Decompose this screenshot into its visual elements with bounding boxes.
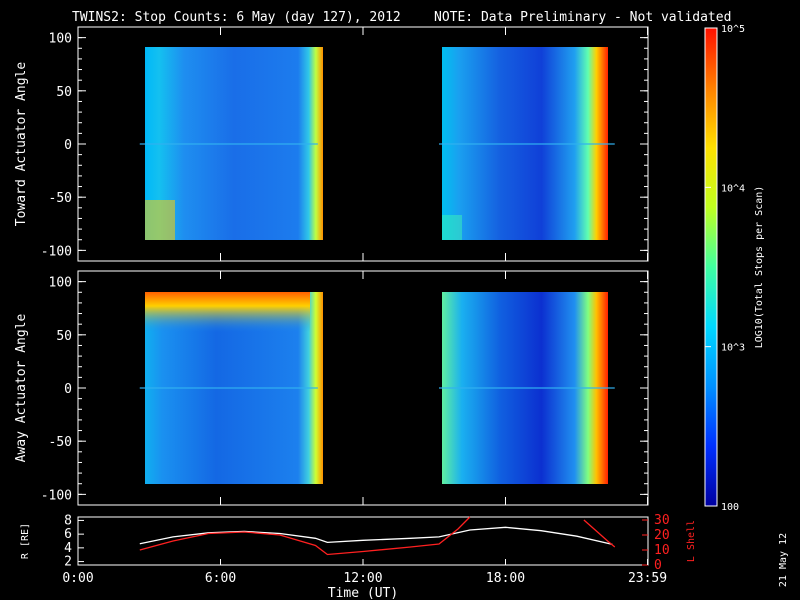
colorbar-bar <box>704 27 718 507</box>
colorbar-tick-label: 10^3 <box>721 343 745 354</box>
y-tick-label: -50 <box>49 435 72 450</box>
y-tick-label-right: 30 <box>654 513 670 528</box>
zero-line <box>439 387 615 389</box>
y-tick-label: 0 <box>64 138 72 153</box>
heatmap-data <box>139 47 615 240</box>
y-axis-label-right: L Shell <box>686 520 697 562</box>
series-line <box>139 516 471 556</box>
y-tick-label-right: 0 <box>654 558 662 573</box>
x-tick-label: 18:00 <box>486 571 525 586</box>
y-tick-label-left: 2 <box>64 555 72 570</box>
y-tick-label-right: 20 <box>654 528 670 543</box>
toward-angle-panel: 100 50 0 -50 -100 Toward Actuator Angle <box>14 26 649 262</box>
panel-frame <box>77 516 649 566</box>
colorbar-tick-label: 10^4 <box>721 183 745 194</box>
zero-line <box>139 143 318 145</box>
y-tick-label-left: 4 <box>64 541 72 556</box>
heatmap-corner-2 <box>442 215 462 240</box>
heatmap-data <box>139 292 615 484</box>
colorbar-label: LOG10(Total Stops per Scan) <box>754 186 765 349</box>
chart-title: TWINS2: Stop Counts: 6 May (day 127), 20… <box>72 10 401 25</box>
y-axis: 100 50 0 -50 -100 <box>41 271 649 505</box>
colorbar-tick-label: 10^5 <box>721 24 745 35</box>
y-axis-label: Away Actuator Angle <box>14 313 29 462</box>
preliminary-note: NOTE: Data Preliminary - Not validated <box>434 10 731 25</box>
heatmap-band-1 <box>145 292 310 332</box>
zero-line <box>439 143 615 145</box>
heatmap-corner-1 <box>145 200 175 240</box>
orbit-lines <box>139 516 616 556</box>
colorbar: 10^5 10^4 10^3 100 LOG10(Total Stops per Sc… <box>704 24 765 513</box>
x-tick-label: 0:00 <box>62 571 93 586</box>
x-tick-label: 12:00 <box>343 571 382 586</box>
y-tick-label: 0 <box>64 382 72 397</box>
y-axis-label-left: R [RE] <box>20 523 31 559</box>
colorbar-ticks: 10^5 10^4 10^3 100 <box>705 24 745 513</box>
y-tick-label: 50 <box>56 85 72 100</box>
y-tick-label-left: 6 <box>64 527 72 542</box>
x-tick-label: 23:59 <box>628 571 667 586</box>
y-tick-label: 50 <box>56 329 72 344</box>
x-axis-label: Time (UT) <box>328 586 398 600</box>
y-tick-label: 100 <box>49 32 72 47</box>
y-tick-label: -100 <box>41 244 72 259</box>
zero-line <box>139 387 318 389</box>
y-tick-label-right: 10 <box>654 543 670 558</box>
colorbar-tick-label: 100 <box>721 502 739 513</box>
x-tick-label: 6:00 <box>205 571 236 586</box>
y-tick-label: -50 <box>49 191 72 206</box>
y-tick-label: 100 <box>49 276 72 291</box>
y-axis-label: Toward Actuator Angle <box>14 62 29 227</box>
y-tick-label: -100 <box>41 488 72 503</box>
series-line <box>583 519 616 548</box>
y-tick-label-left: 8 <box>64 513 72 528</box>
series-line <box>139 526 613 546</box>
away-angle-panel: 100 50 0 -50 -100 Away Actuator Angle <box>14 270 649 506</box>
y-axis: 100 50 0 -50 -100 <box>41 27 649 261</box>
date-stamp: 21 May 12 <box>778 533 789 587</box>
